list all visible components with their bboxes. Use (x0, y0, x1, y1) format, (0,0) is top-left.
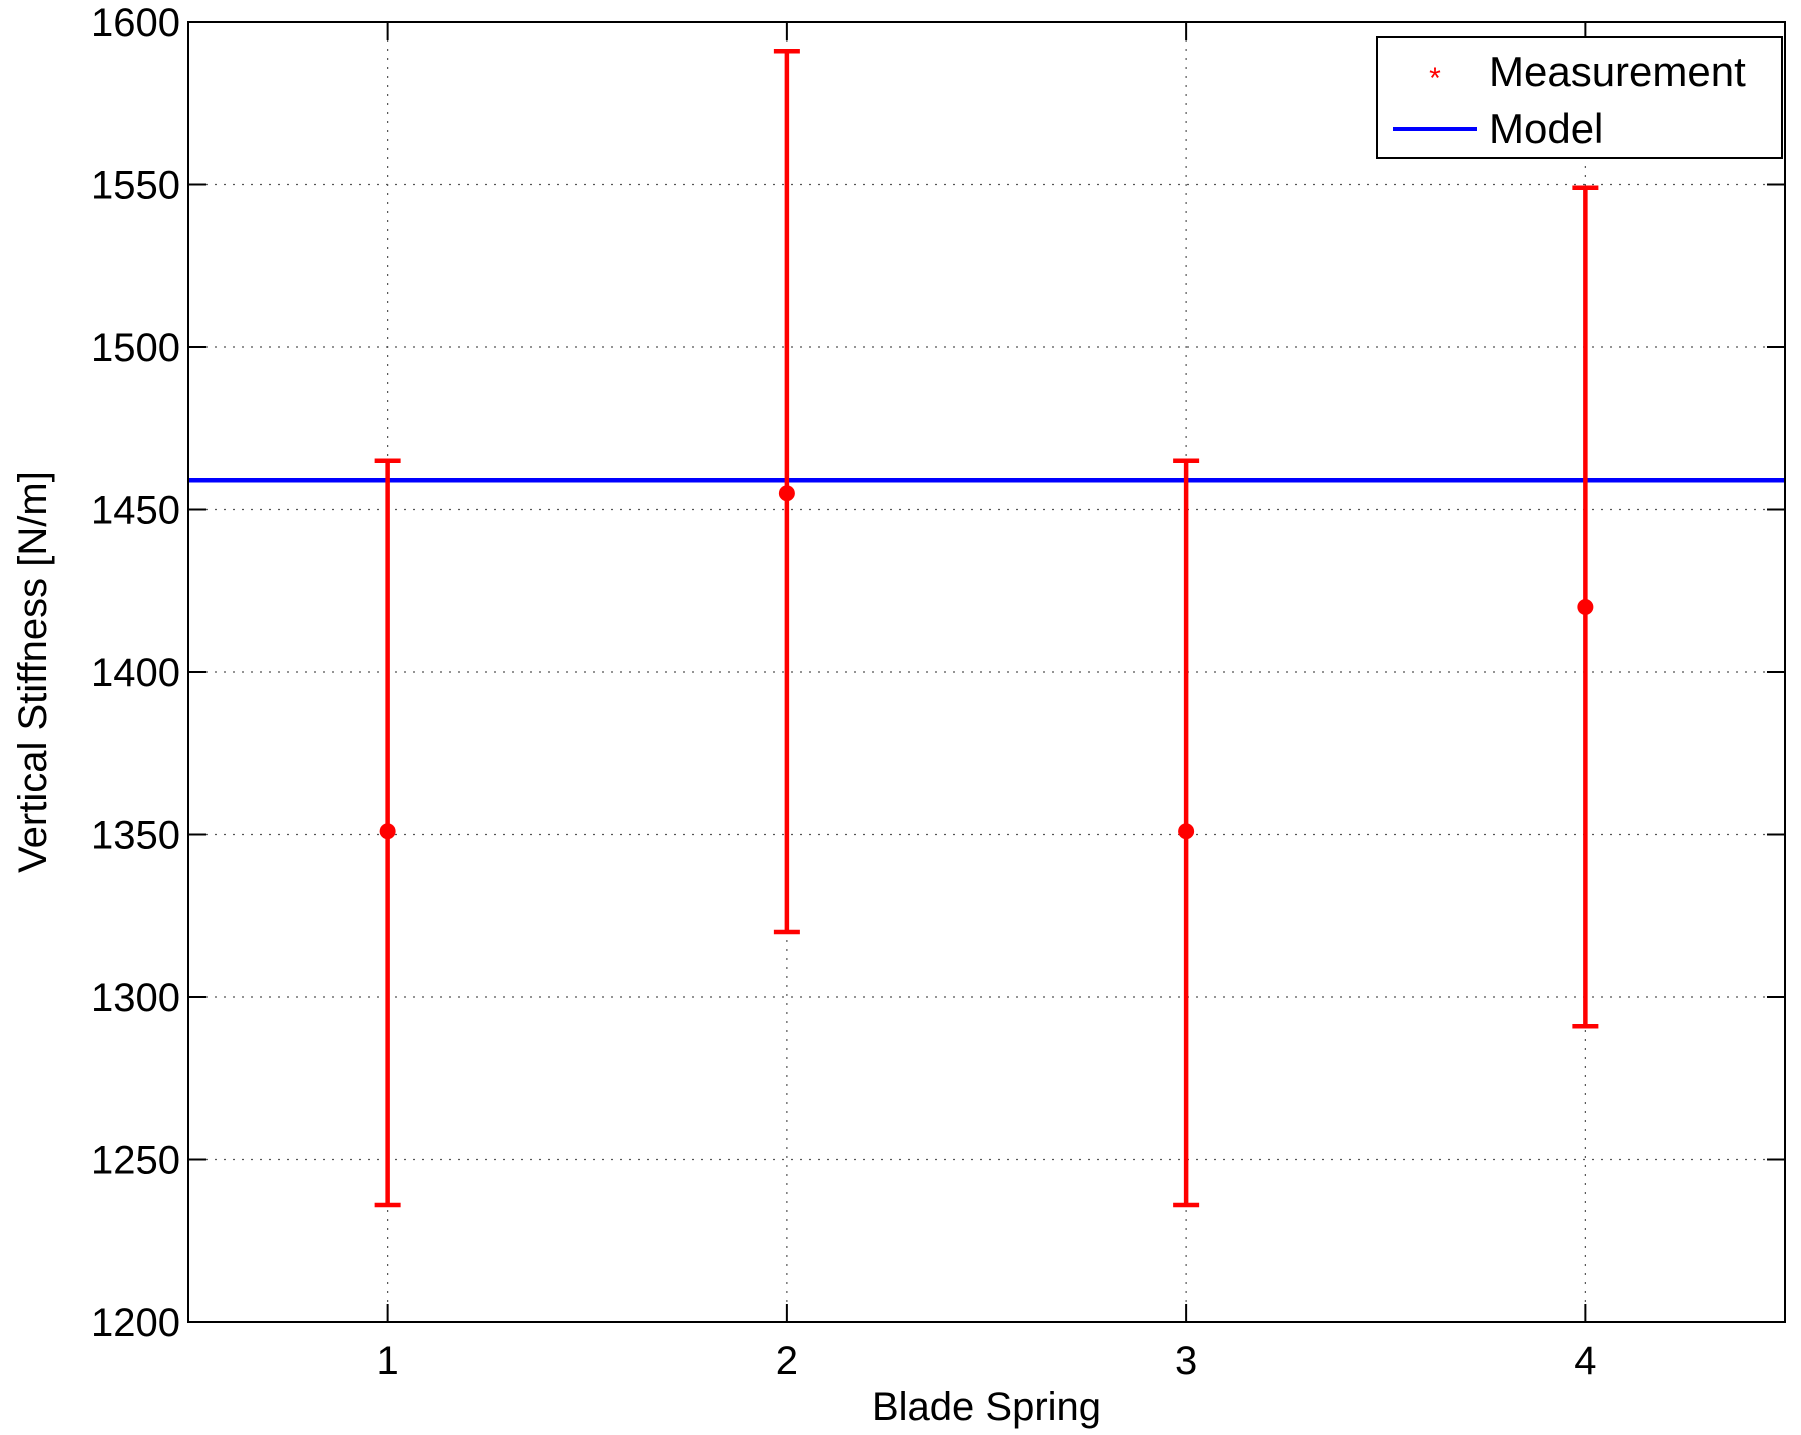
measurement-series (374, 49, 1599, 1208)
y-tick-label: 1600 (91, 1, 180, 45)
measurement-point (379, 823, 396, 840)
y-tick-label: 1250 (91, 1139, 180, 1183)
x-tick-label: 2 (776, 1339, 798, 1383)
legend-box (1376, 36, 1783, 159)
legend-label-measurement: Measurement (1489, 48, 1746, 95)
legend: * Measurement Model (1376, 36, 1783, 159)
measurement-point (778, 485, 795, 502)
y-tick-label: 1550 (91, 164, 180, 208)
x-tick-label: 3 (1175, 1339, 1197, 1383)
x-tick-label: 1 (377, 1339, 399, 1383)
measurement-point (1178, 823, 1195, 840)
axis-ticks (188, 21, 1785, 1323)
legend-label-model: Model (1489, 105, 1603, 152)
y-tick-label: 1450 (91, 489, 180, 533)
x-tick-label: 4 (1574, 1339, 1596, 1383)
y-tick-label: 1200 (91, 1301, 180, 1345)
y-tick-label: 1400 (91, 651, 180, 695)
legend-measurement-marker: * (1429, 62, 1441, 95)
y-tick-labels: 1200 1250 1300 1350 1400 1450 1500 1550 1600 (91, 1, 180, 1345)
y-tick-label: 1500 (91, 326, 180, 370)
y-axis-label: Vertical Stiffness [N/m] (11, 471, 55, 873)
x-axis-label: Blade Spring (872, 1385, 1101, 1429)
x-tick-labels: 1 2 3 4 (377, 1339, 1597, 1383)
measurement-point (1577, 599, 1594, 615)
y-tick-label: 1300 (91, 976, 180, 1020)
y-tick-label: 1350 (91, 814, 180, 858)
